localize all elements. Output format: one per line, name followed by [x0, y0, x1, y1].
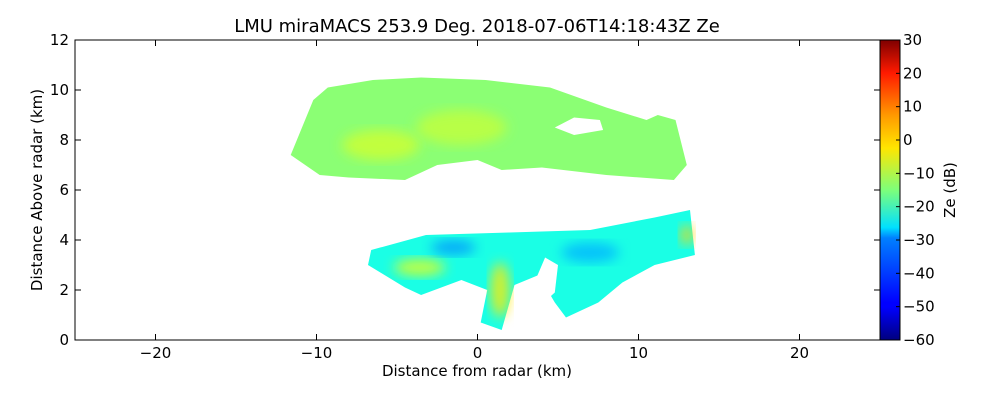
x-tick-label: −10 — [301, 344, 333, 362]
x-tick-label: 10 — [629, 344, 648, 362]
y-tick-label: 2 — [59, 281, 69, 299]
colorbar-tick-label: 10 — [903, 98, 922, 116]
x-tick-label: 20 — [790, 344, 809, 362]
x-axis-label: Distance from radar (km) — [382, 362, 572, 380]
y-tick-label: 4 — [59, 231, 69, 249]
echo-highlight-lower-band-west — [393, 258, 446, 277]
echo-highlight-fall-streak-core — [490, 262, 510, 318]
echo-highlight-weak-echo-lower — [430, 240, 476, 255]
colorbar-tick-label: 30 — [903, 31, 922, 49]
colorbar-ticks: −60 −50 −40 −30 −20 −10 0 10 20 30 — [896, 31, 935, 349]
colorbar-tick-label: 20 — [903, 64, 922, 82]
y-axis-ticks: 0 2 4 6 8 10 12 — [50, 31, 880, 349]
colorbar-tick-label: −50 — [903, 298, 935, 316]
echo-highlight-upper-core-west — [342, 130, 420, 160]
x-tick-label: −20 — [140, 344, 172, 362]
y-tick-label: 0 — [59, 331, 69, 349]
x-axis-ticks: −20 −10 0 10 20 — [140, 40, 809, 362]
y-tick-label: 12 — [50, 31, 69, 49]
colorbar-tick-label: 0 — [903, 131, 913, 149]
echo-region-upper-gap — [554, 117, 604, 135]
colorbar — [879, 39, 901, 341]
colorbar-tick-label: −30 — [903, 231, 935, 249]
colorbar-tick-label: −20 — [903, 198, 935, 216]
x-tick-label: 0 — [473, 344, 483, 362]
echo-region-lower-gap — [535, 257, 558, 310]
colorbar-tick-label: −40 — [903, 264, 935, 282]
colorbar-tick-label: −60 — [903, 331, 935, 349]
echo-region-lower-cloud-band — [368, 210, 695, 330]
echo-highlight-lower-band-east-edge — [680, 225, 694, 245]
colorbar-label: Ze (dB) — [941, 162, 959, 218]
y-tick-label: 6 — [59, 181, 69, 199]
echo-highlight-upper-core-mid — [416, 110, 507, 145]
y-tick-label: 8 — [59, 131, 69, 149]
echo-highlights — [342, 110, 694, 318]
colorbar-tick-label: −10 — [903, 164, 935, 182]
echo-highlight-weak-echo-east — [561, 242, 620, 263]
y-axis-label: Distance Above radar (km) — [28, 89, 46, 291]
y-tick-label: 10 — [50, 81, 69, 99]
chart-title: LMU miraMACS 253.9 Deg. 2018-07-06T14:18… — [234, 16, 720, 37]
